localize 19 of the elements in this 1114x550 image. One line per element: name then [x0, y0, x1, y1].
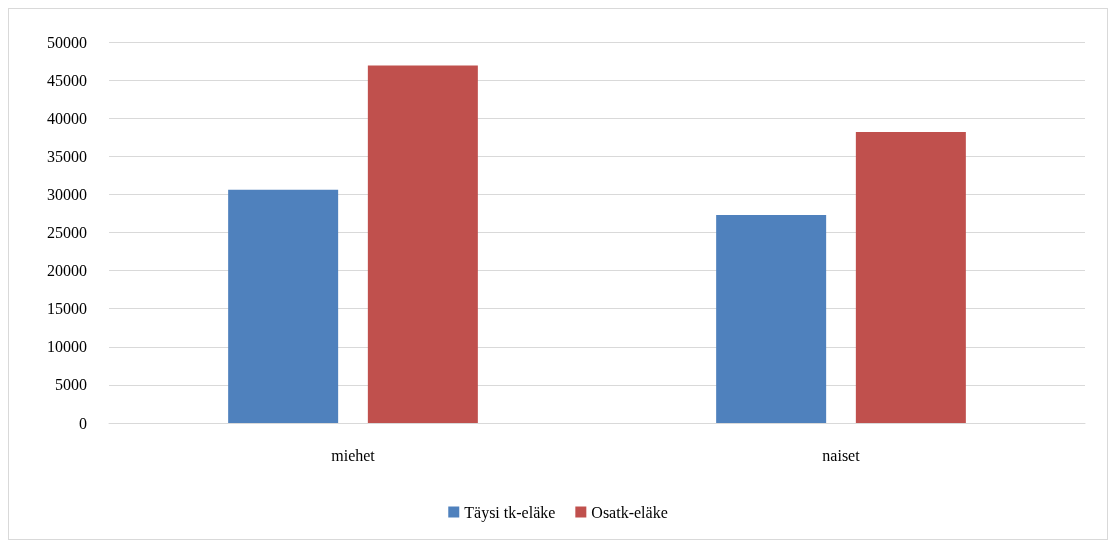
y-tick-label: 50000 [47, 33, 87, 51]
x-tick-label: naiset [822, 446, 861, 464]
y-tick-label: 5000 [55, 376, 87, 394]
bar [716, 214, 827, 423]
y-tick-label: 40000 [47, 109, 87, 127]
y-tick-label: 20000 [47, 262, 87, 280]
y-tick-label: 30000 [47, 185, 87, 203]
legend-label: Osatk-eläke [591, 503, 668, 521]
y-tick-label: 15000 [47, 300, 87, 318]
y-tick-label: 10000 [47, 338, 87, 356]
bar [228, 189, 339, 423]
y-tick-label: 0 [79, 414, 87, 432]
y-tick-label: 25000 [47, 224, 87, 241]
bar [855, 131, 966, 423]
x-tick-label: miehet [331, 446, 376, 464]
y-tick-label: 35000 [47, 147, 87, 165]
y-tick-label: 45000 [47, 71, 87, 89]
legend-label: Täysi tk-eläke [464, 503, 556, 522]
bar [367, 65, 478, 423]
